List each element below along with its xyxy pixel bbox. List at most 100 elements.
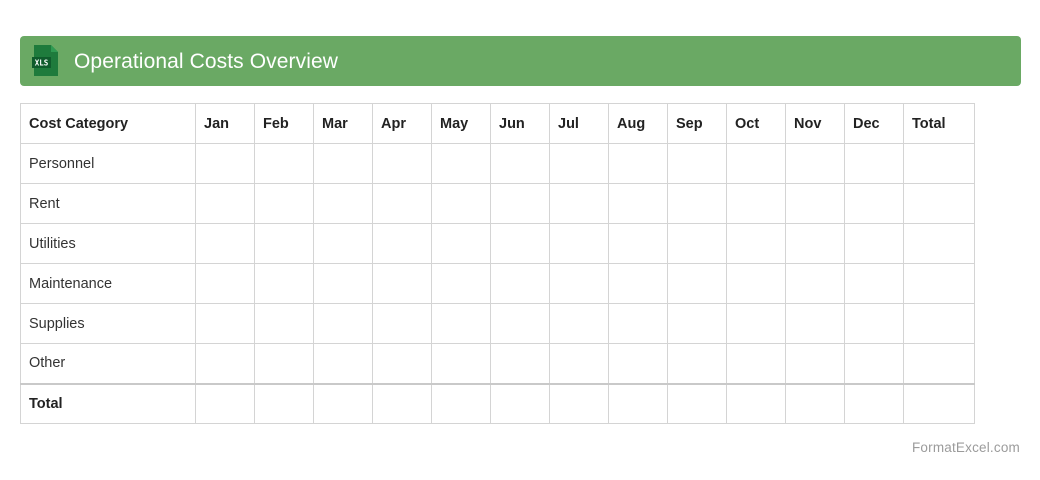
cell-utilities-jun[interactable] <box>490 223 550 264</box>
cell-other-jul[interactable] <box>549 343 609 384</box>
cell-personnel-nov[interactable] <box>785 143 845 184</box>
cell-supplies-jul[interactable] <box>549 303 609 344</box>
cell-total-mar[interactable] <box>313 382 373 424</box>
cell-maintenance-jul[interactable] <box>549 263 609 304</box>
cell-personnel-oct[interactable] <box>726 143 786 184</box>
cell-other-mar[interactable] <box>313 343 373 384</box>
cell-total-total[interactable] <box>903 382 975 424</box>
table-row: Rent <box>20 183 975 224</box>
cell-maintenance-sep[interactable] <box>667 263 727 304</box>
cell-maintenance-aug[interactable] <box>608 263 668 304</box>
cell-rent-dec[interactable] <box>844 183 904 224</box>
cell-total-jul[interactable] <box>549 382 609 424</box>
cell-maintenance-mar[interactable] <box>313 263 373 304</box>
cell-total-jun[interactable] <box>490 382 550 424</box>
cell-maintenance-total[interactable] <box>903 263 975 304</box>
cell-personnel-may[interactable] <box>431 143 491 184</box>
cell-utilities-nov[interactable] <box>785 223 845 264</box>
cell-rent-jun[interactable] <box>490 183 550 224</box>
cell-utilities-jul[interactable] <box>549 223 609 264</box>
cell-personnel-jun[interactable] <box>490 143 550 184</box>
cell-supplies-may[interactable] <box>431 303 491 344</box>
cell-other-jun[interactable] <box>490 343 550 384</box>
cell-maintenance-dec[interactable] <box>844 263 904 304</box>
cell-other-nov[interactable] <box>785 343 845 384</box>
cell-supplies-aug[interactable] <box>608 303 668 344</box>
cell-maintenance-nov[interactable] <box>785 263 845 304</box>
cell-personnel-total[interactable] <box>903 143 975 184</box>
cell-utilities-mar[interactable] <box>313 223 373 264</box>
cell-supplies-dec[interactable] <box>844 303 904 344</box>
cell-rent-oct[interactable] <box>726 183 786 224</box>
cell-supplies-oct[interactable] <box>726 303 786 344</box>
cell-total-feb[interactable] <box>254 382 314 424</box>
cell-utilities-feb[interactable] <box>254 223 314 264</box>
cell-other-jan[interactable] <box>195 343 255 384</box>
cell-supplies-mar[interactable] <box>313 303 373 344</box>
column-header-mar: Mar <box>313 103 373 144</box>
cell-supplies-jan[interactable] <box>195 303 255 344</box>
cell-maintenance-jun[interactable] <box>490 263 550 304</box>
cell-personnel-jan[interactable] <box>195 143 255 184</box>
cell-utilities-oct[interactable] <box>726 223 786 264</box>
cell-rent-jan[interactable] <box>195 183 255 224</box>
cell-utilities-aug[interactable] <box>608 223 668 264</box>
cell-total-may[interactable] <box>431 382 491 424</box>
cell-personnel-apr[interactable] <box>372 143 432 184</box>
cell-rent-mar[interactable] <box>313 183 373 224</box>
cell-personnel-sep[interactable] <box>667 143 727 184</box>
cell-utilities-sep[interactable] <box>667 223 727 264</box>
cell-supplies-jun[interactable] <box>490 303 550 344</box>
cell-maintenance-jan[interactable] <box>195 263 255 304</box>
cell-rent-nov[interactable] <box>785 183 845 224</box>
cell-other-apr[interactable] <box>372 343 432 384</box>
row-label-maintenance: Maintenance <box>20 263 196 304</box>
cell-total-oct[interactable] <box>726 382 786 424</box>
cell-total-dec[interactable] <box>844 382 904 424</box>
cell-rent-feb[interactable] <box>254 183 314 224</box>
cell-other-may[interactable] <box>431 343 491 384</box>
cell-personnel-feb[interactable] <box>254 143 314 184</box>
cell-utilities-dec[interactable] <box>844 223 904 264</box>
cell-personnel-aug[interactable] <box>608 143 668 184</box>
cell-personnel-mar[interactable] <box>313 143 373 184</box>
column-header-total: Total <box>903 103 975 144</box>
cost-table-container: Cost Category Jan Feb Mar Apr May Jun Ju… <box>20 103 975 424</box>
cell-rent-may[interactable] <box>431 183 491 224</box>
cell-total-aug[interactable] <box>608 382 668 424</box>
cell-total-sep[interactable] <box>667 382 727 424</box>
cell-supplies-sep[interactable] <box>667 303 727 344</box>
xls-file-icon: XLS <box>32 44 60 78</box>
cell-maintenance-oct[interactable] <box>726 263 786 304</box>
cell-personnel-dec[interactable] <box>844 143 904 184</box>
cell-rent-sep[interactable] <box>667 183 727 224</box>
cell-total-apr[interactable] <box>372 382 432 424</box>
cell-utilities-total[interactable] <box>903 223 975 264</box>
cell-other-oct[interactable] <box>726 343 786 384</box>
svg-text:XLS: XLS <box>35 59 49 68</box>
cell-other-total[interactable] <box>903 343 975 384</box>
cell-supplies-feb[interactable] <box>254 303 314 344</box>
footer-watermark: FormatExcel.com <box>911 440 1020 455</box>
column-header-aug: Aug <box>608 103 668 144</box>
cell-rent-jul[interactable] <box>549 183 609 224</box>
cell-supplies-apr[interactable] <box>372 303 432 344</box>
cell-rent-apr[interactable] <box>372 183 432 224</box>
cell-other-dec[interactable] <box>844 343 904 384</box>
cell-other-sep[interactable] <box>667 343 727 384</box>
cell-utilities-may[interactable] <box>431 223 491 264</box>
cell-rent-aug[interactable] <box>608 183 668 224</box>
cell-maintenance-feb[interactable] <box>254 263 314 304</box>
cell-supplies-nov[interactable] <box>785 303 845 344</box>
cell-other-feb[interactable] <box>254 343 314 384</box>
cell-total-nov[interactable] <box>785 382 845 424</box>
cell-rent-total[interactable] <box>903 183 975 224</box>
cell-other-aug[interactable] <box>608 343 668 384</box>
cell-maintenance-may[interactable] <box>431 263 491 304</box>
cell-maintenance-apr[interactable] <box>372 263 432 304</box>
cell-supplies-total[interactable] <box>903 303 975 344</box>
cell-utilities-apr[interactable] <box>372 223 432 264</box>
cell-total-jan[interactable] <box>195 382 255 424</box>
cell-utilities-jan[interactable] <box>195 223 255 264</box>
cell-personnel-jul[interactable] <box>549 143 609 184</box>
